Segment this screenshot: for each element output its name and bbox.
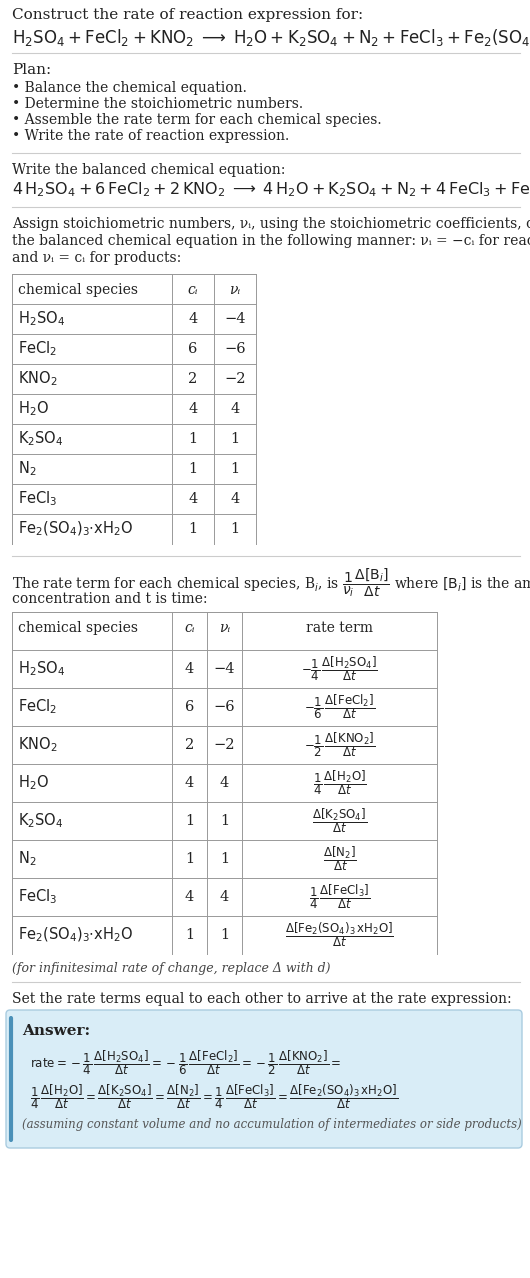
Text: 1: 1 (220, 928, 229, 942)
Text: 4: 4 (185, 776, 194, 790)
Text: −6: −6 (224, 343, 246, 357)
Text: −6: −6 (214, 700, 235, 714)
FancyBboxPatch shape (6, 1010, 522, 1148)
Text: $\mathrm{Fe_2(SO_4)_3{\cdot}xH_2O}$: $\mathrm{Fe_2(SO_4)_3{\cdot}xH_2O}$ (18, 925, 133, 944)
Text: Set the rate terms equal to each other to arrive at the rate expression:: Set the rate terms equal to each other t… (12, 992, 511, 1006)
Text: $\dfrac{1}{4}\,\dfrac{\Delta[\mathrm{H_2O}]}{\Delta t} = \dfrac{\Delta[\mathrm{K: $\dfrac{1}{4}\,\dfrac{\Delta[\mathrm{H_2… (30, 1082, 398, 1111)
Text: 4: 4 (185, 662, 194, 676)
Text: $\dfrac{1}{4}\,\dfrac{\Delta[\mathrm{FeCl_3}]}{\Delta t}$: $\dfrac{1}{4}\,\dfrac{\Delta[\mathrm{FeC… (309, 883, 370, 911)
Text: $\mathrm{FeCl_3}$: $\mathrm{FeCl_3}$ (18, 888, 57, 906)
Text: νᵢ: νᵢ (219, 621, 230, 635)
Text: 6: 6 (188, 343, 198, 357)
Text: cᵢ: cᵢ (184, 621, 195, 635)
Text: $\dfrac{\Delta[\mathrm{N_2}]}{\Delta t}$: $\dfrac{\Delta[\mathrm{N_2}]}{\Delta t}$ (323, 845, 356, 873)
Text: $\mathrm{rate} = -\dfrac{1}{4}\,\dfrac{\Delta[\mathrm{H_2SO_4}]}{\Delta t} = -\d: $\mathrm{rate} = -\dfrac{1}{4}\,\dfrac{\… (30, 1048, 341, 1077)
Text: Construct the rate of reaction expression for:: Construct the rate of reaction expressio… (12, 8, 363, 22)
Text: $\dfrac{1}{4}\,\dfrac{\Delta[\mathrm{H_2O}]}{\Delta t}$: $\dfrac{1}{4}\,\dfrac{\Delta[\mathrm{H_2… (313, 768, 366, 797)
Text: chemical species: chemical species (18, 282, 138, 296)
Text: $\mathrm{H_2SO_4}$: $\mathrm{H_2SO_4}$ (18, 659, 65, 679)
Text: νᵢ: νᵢ (229, 282, 241, 296)
Text: and νᵢ = cᵢ for products:: and νᵢ = cᵢ for products: (12, 250, 181, 265)
Text: 1: 1 (231, 432, 240, 446)
Text: • Determine the stoichiometric numbers.: • Determine the stoichiometric numbers. (12, 97, 303, 111)
Text: Plan:: Plan: (12, 63, 51, 77)
Text: 4: 4 (220, 889, 229, 904)
Text: $\mathrm{Fe_2(SO_4)_3{\cdot}xH_2O}$: $\mathrm{Fe_2(SO_4)_3{\cdot}xH_2O}$ (18, 520, 133, 538)
Text: 4: 4 (188, 403, 198, 417)
Text: $-\dfrac{1}{2}\,\dfrac{\Delta[\mathrm{KNO_2}]}{\Delta t}$: $-\dfrac{1}{2}\,\dfrac{\Delta[\mathrm{KN… (304, 731, 375, 759)
Text: Answer:: Answer: (22, 1024, 90, 1038)
Text: 1: 1 (185, 928, 194, 942)
Text: cᵢ: cᵢ (188, 282, 198, 296)
Text: 1: 1 (189, 432, 198, 446)
Text: chemical species: chemical species (18, 621, 138, 635)
Text: −2: −2 (214, 737, 235, 751)
Text: $\mathrm{K_2SO_4}$: $\mathrm{K_2SO_4}$ (18, 429, 64, 449)
Text: 4: 4 (188, 492, 198, 506)
Text: 1: 1 (185, 814, 194, 828)
Text: −4: −4 (224, 312, 246, 326)
Text: $\mathrm{N_2}$: $\mathrm{N_2}$ (18, 850, 37, 868)
Text: 2: 2 (185, 737, 194, 751)
Text: $-\dfrac{1}{4}\,\dfrac{\Delta[\mathrm{H_2SO_4}]}{\Delta t}$: $-\dfrac{1}{4}\,\dfrac{\Delta[\mathrm{H_… (301, 654, 378, 684)
Text: $\dfrac{\Delta[\mathrm{Fe_2(SO_4)_3\,xH_2O}]}{\Delta t}$: $\dfrac{\Delta[\mathrm{Fe_2(SO_4)_3\,xH_… (285, 920, 394, 950)
Text: 1: 1 (220, 814, 229, 828)
Text: $\mathrm{KNO_2}$: $\mathrm{KNO_2}$ (18, 369, 58, 389)
Text: $-\dfrac{1}{6}\,\dfrac{\Delta[\mathrm{FeCl_2}]}{\Delta t}$: $-\dfrac{1}{6}\,\dfrac{\Delta[\mathrm{Fe… (304, 693, 375, 721)
Text: 1: 1 (220, 852, 229, 866)
Text: 6: 6 (185, 700, 194, 714)
Text: 1: 1 (185, 852, 194, 866)
Text: 4: 4 (231, 403, 240, 417)
Text: • Write the rate of reaction expression.: • Write the rate of reaction expression. (12, 129, 289, 143)
Text: $\mathrm{4\,H_2SO_4 + 6\,FeCl_2 + 2\,KNO_2}$$\;\longrightarrow\;$$\mathrm{4\,H_2: $\mathrm{4\,H_2SO_4 + 6\,FeCl_2 + 2\,KNO… (12, 181, 530, 199)
Text: • Balance the chemical equation.: • Balance the chemical equation. (12, 81, 247, 95)
Text: 1: 1 (231, 521, 240, 535)
Text: 4: 4 (231, 492, 240, 506)
Text: $\mathrm{FeCl_2}$: $\mathrm{FeCl_2}$ (18, 698, 57, 717)
Text: $\mathrm{H_2O}$: $\mathrm{H_2O}$ (18, 773, 49, 792)
Text: (assuming constant volume and no accumulation of intermediates or side products): (assuming constant volume and no accumul… (22, 1118, 522, 1131)
Text: 1: 1 (231, 463, 240, 475)
Text: 4: 4 (188, 312, 198, 326)
Text: $\mathrm{K_2SO_4}$: $\mathrm{K_2SO_4}$ (18, 812, 64, 831)
Text: $\mathrm{FeCl_3}$: $\mathrm{FeCl_3}$ (18, 489, 57, 509)
Text: concentration and t is time:: concentration and t is time: (12, 592, 208, 606)
Text: Write the balanced chemical equation:: Write the balanced chemical equation: (12, 164, 285, 176)
Text: • Assemble the rate term for each chemical species.: • Assemble the rate term for each chemic… (12, 112, 382, 127)
Text: $\mathrm{FeCl_2}$: $\mathrm{FeCl_2}$ (18, 340, 57, 358)
Text: (for infinitesimal rate of change, replace Δ with d): (for infinitesimal rate of change, repla… (12, 962, 331, 975)
Text: $\mathrm{H_2SO_4 + FeCl_2 + KNO_2}$$\;\longrightarrow\;$$\mathrm{H_2O + K_2SO_4 : $\mathrm{H_2SO_4 + FeCl_2 + KNO_2}$$\;\l… (12, 27, 530, 49)
Text: 4: 4 (220, 776, 229, 790)
Text: 4: 4 (185, 889, 194, 904)
Text: the balanced chemical equation in the following manner: νᵢ = −cᵢ for reactants: the balanced chemical equation in the fo… (12, 234, 530, 248)
Text: $\dfrac{\Delta[\mathrm{K_2SO_4}]}{\Delta t}$: $\dfrac{\Delta[\mathrm{K_2SO_4}]}{\Delta… (312, 806, 367, 836)
Text: 1: 1 (189, 463, 198, 475)
Text: $\mathrm{H_2SO_4}$: $\mathrm{H_2SO_4}$ (18, 309, 65, 328)
Text: −2: −2 (224, 372, 246, 386)
Text: $\mathrm{H_2O}$: $\mathrm{H_2O}$ (18, 400, 49, 418)
Text: −4: −4 (214, 662, 235, 676)
Text: Assign stoichiometric numbers, νᵢ, using the stoichiometric coefficients, cᵢ, fr: Assign stoichiometric numbers, νᵢ, using… (12, 217, 530, 231)
Text: The rate term for each chemical species, B$_i$, is $\dfrac{1}{\nu_i}\dfrac{\Delt: The rate term for each chemical species,… (12, 566, 530, 598)
Text: 2: 2 (188, 372, 198, 386)
Text: rate term: rate term (306, 621, 373, 635)
Text: 1: 1 (189, 521, 198, 535)
Text: $\mathrm{N_2}$: $\mathrm{N_2}$ (18, 460, 37, 478)
Text: $\mathrm{KNO_2}$: $\mathrm{KNO_2}$ (18, 736, 58, 754)
